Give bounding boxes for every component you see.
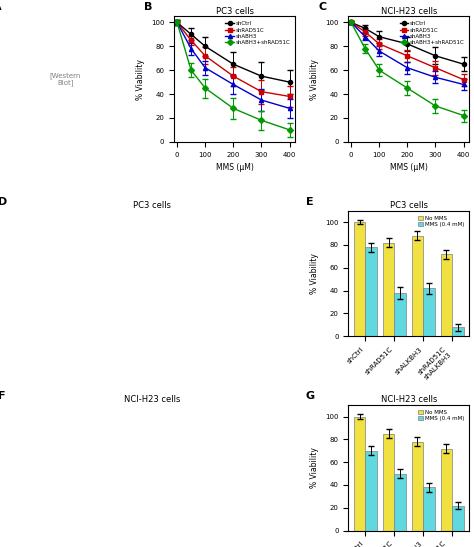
X-axis label: MMS (μM): MMS (μM) [390, 163, 428, 172]
Text: [Fluorescence Images - NCI-H23 cells]: [Fluorescence Images - NCI-H23 cells] [86, 464, 219, 472]
Bar [411, 441, 423, 531]
Legend: shCtrl, shRAD51C, shABH3, shABH3+shRAD51C: shCtrl, shRAD51C, shABH3, shABH3+shRAD51… [223, 19, 292, 47]
Bar [441, 449, 452, 531]
Title: PC3 cells: PC3 cells [390, 201, 428, 210]
Title: PC3 cells: PC3 cells [133, 201, 171, 210]
Bar [365, 451, 377, 531]
Bar [383, 434, 394, 531]
Bar [423, 487, 435, 531]
Y-axis label: % Viability: % Viability [310, 253, 319, 294]
Legend: No MMS, MMS (0.4 mM): No MMS, MMS (0.4 mM) [415, 408, 466, 423]
Bar [441, 254, 452, 336]
Bar [383, 243, 394, 336]
Bar [365, 247, 377, 336]
Text: E: E [306, 196, 313, 207]
Bar [411, 236, 423, 336]
Legend: No MMS, MMS (0.4 mM): No MMS, MMS (0.4 mM) [415, 213, 466, 229]
Bar [354, 417, 365, 531]
Y-axis label: % Viability: % Viability [310, 447, 319, 488]
Title: NCI-H23 cells: NCI-H23 cells [381, 395, 437, 404]
Text: D: D [0, 196, 7, 207]
Bar [423, 288, 435, 336]
Title: NCI-H23 cells: NCI-H23 cells [381, 7, 437, 16]
Legend: shCtrl, shRAD51C, shABH3, shABH3+shRAD51C: shCtrl, shRAD51C, shABH3, shABH3+shRAD51… [397, 19, 466, 47]
Text: [Fluorescence Images - PC3 cells]: [Fluorescence Images - PC3 cells] [93, 270, 211, 277]
Y-axis label: % Viability: % Viability [310, 59, 319, 100]
Text: A: A [0, 2, 1, 12]
Text: [Western
Blot]: [Western Blot] [50, 72, 81, 86]
Bar [394, 293, 406, 336]
Text: G: G [306, 391, 315, 401]
Y-axis label: % Viability: % Viability [137, 59, 146, 100]
Title: NCI-H23 cells: NCI-H23 cells [124, 395, 181, 404]
X-axis label: MMS (μM): MMS (μM) [216, 163, 254, 172]
Text: C: C [318, 2, 326, 12]
Bar [452, 327, 464, 336]
Text: B: B [144, 2, 152, 12]
Bar [452, 505, 464, 531]
Text: F: F [0, 391, 6, 401]
Bar [354, 222, 365, 336]
Bar [394, 474, 406, 531]
Title: PC3 cells: PC3 cells [216, 7, 254, 16]
